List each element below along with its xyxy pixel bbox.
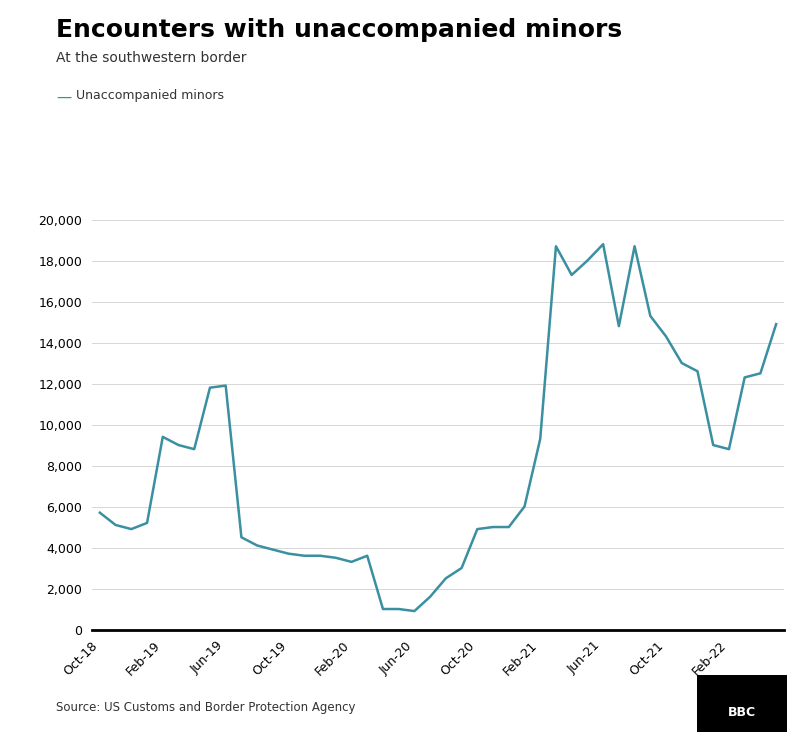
Text: —: — bbox=[56, 89, 71, 104]
Text: At the southwestern border: At the southwestern border bbox=[56, 51, 246, 65]
Text: BBC: BBC bbox=[728, 706, 756, 719]
Text: Source: US Customs and Border Protection Agency: Source: US Customs and Border Protection… bbox=[56, 701, 355, 714]
Text: Unaccompanied minors: Unaccompanied minors bbox=[76, 89, 224, 102]
Text: Encounters with unaccompanied minors: Encounters with unaccompanied minors bbox=[56, 18, 622, 42]
